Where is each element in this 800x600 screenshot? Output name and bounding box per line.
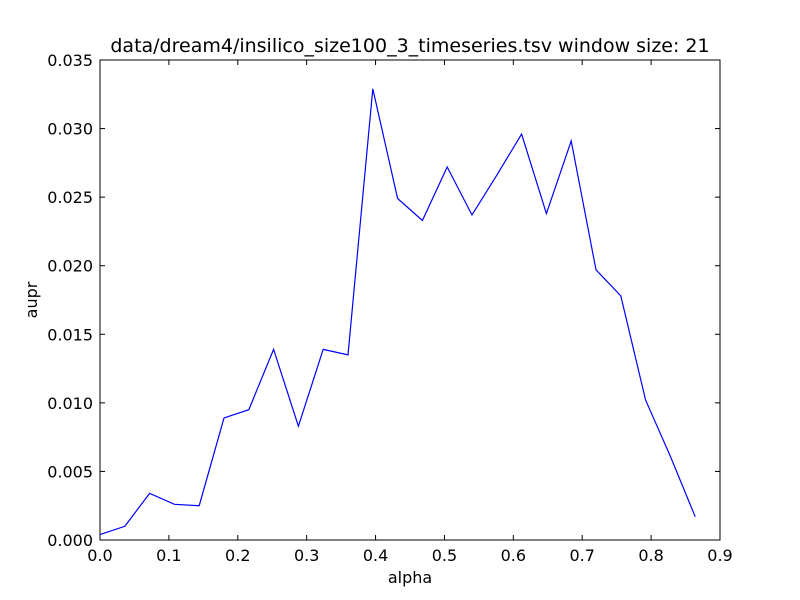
y-axis-label: aupr: [22, 281, 41, 318]
data-point: [273, 349, 274, 350]
series-line: [99, 88, 696, 536]
data-point: [496, 175, 497, 176]
data-point: [223, 417, 224, 418]
x-tick-label: 0.8: [638, 546, 663, 565]
data-point: [99, 534, 100, 535]
data-point: [149, 493, 150, 494]
x-tick-label: 0.6: [501, 546, 526, 565]
data-point: [546, 213, 547, 214]
x-tick-label: 0.4: [363, 546, 388, 565]
y-axis: 0.000 0.005 0.010 0.015 0.020 0.025 0.030 0.035: [47, 51, 720, 550]
x-axis: 0.0 0.1 0.2 0.3 0.4 0.5 0.6 0.7 0.8 0.9: [87, 60, 733, 565]
y-tick-label: 0.025: [47, 188, 93, 207]
data-point: [695, 516, 696, 517]
data-point: [447, 166, 448, 167]
x-tick-label: 0.1: [156, 546, 181, 565]
data-point: [372, 88, 373, 89]
data-point: [471, 214, 472, 215]
data-point: [323, 349, 324, 350]
x-tick-label: 0.7: [569, 546, 594, 565]
y-tick-label: 0.015: [47, 325, 93, 344]
y-tick-label: 0.005: [47, 462, 93, 481]
data-point: [347, 354, 348, 355]
data-point: [645, 400, 646, 401]
y-tick-label: 0.010: [47, 394, 93, 413]
x-tick-label: 0.9: [707, 546, 732, 565]
x-tick-label: 0.2: [225, 546, 250, 565]
data-point: [620, 295, 621, 296]
x-axis-label: alpha: [388, 568, 432, 587]
data-point: [199, 505, 200, 506]
data-point: [174, 504, 175, 505]
data-point: [298, 426, 299, 427]
y-tick-label: 0.035: [47, 51, 93, 70]
chart-title: data/dream4/insilico_size100_3_timeserie…: [110, 35, 709, 57]
x-tick-label: 0.0: [87, 546, 112, 565]
plot-frame: [99, 59, 721, 541]
data-point: [571, 140, 572, 141]
data-point: [670, 456, 671, 457]
data-point: [124, 526, 125, 527]
series-layer: [99, 88, 696, 536]
data-point: [248, 409, 249, 410]
data-point: [397, 198, 398, 199]
x-tick-label: 0.5: [432, 546, 457, 565]
y-tick-label: 0.030: [47, 120, 93, 139]
y-tick-label: 0.020: [47, 257, 93, 276]
plot-area: [99, 59, 721, 541]
data-point: [422, 220, 423, 221]
y-tick-label: 0.000: [47, 531, 93, 550]
data-point: [595, 269, 596, 270]
data-point: [521, 133, 522, 134]
x-tick-label: 0.3: [294, 546, 319, 565]
